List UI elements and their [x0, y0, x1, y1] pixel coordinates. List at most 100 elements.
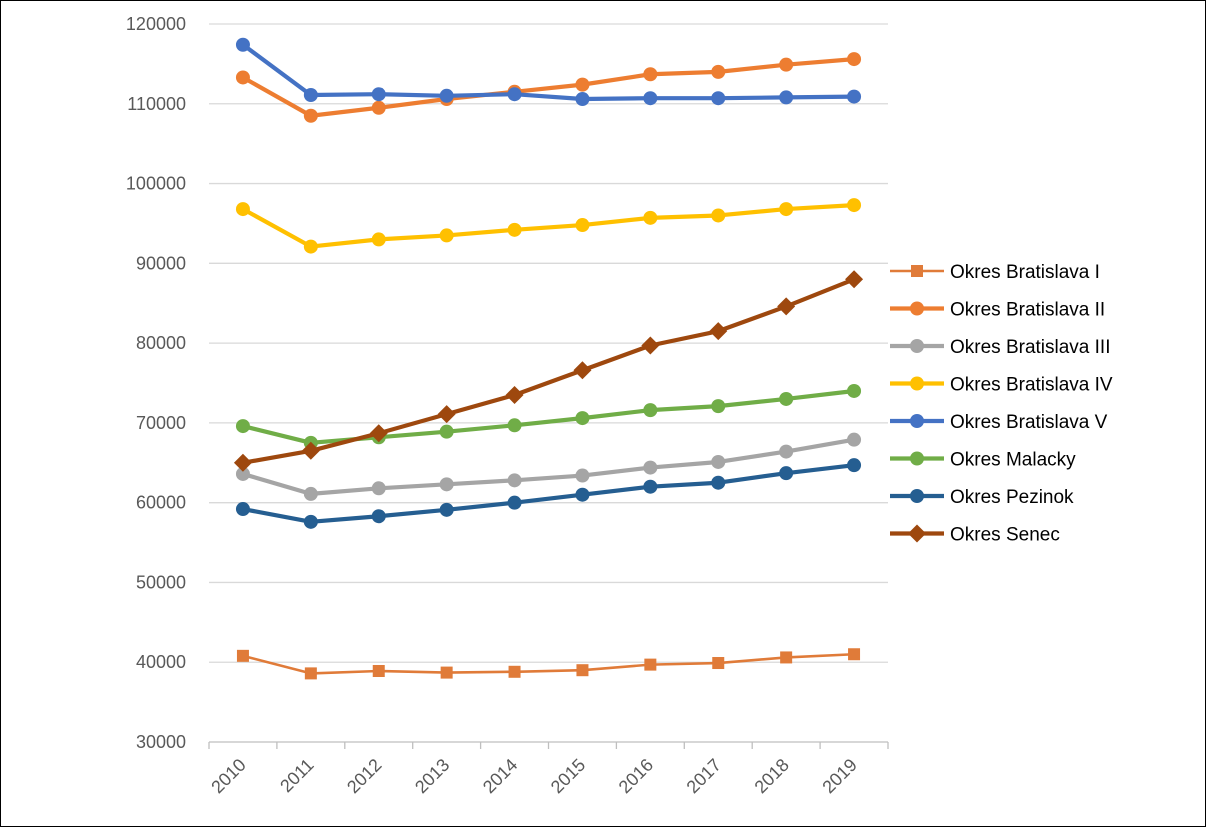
data-point [575, 218, 590, 233]
data-point [507, 222, 522, 237]
y-tick-label: 40000 [136, 652, 186, 672]
legend-label: Okres Bratislava I [950, 262, 1100, 283]
y-tick-label: 30000 [136, 732, 186, 752]
x-tick-label: 2016 [615, 755, 657, 797]
legend-label: Okres Bratislava III [950, 337, 1111, 358]
legend-marker [910, 339, 924, 353]
y-tick-label: 60000 [136, 493, 186, 513]
legend-label: Okres Malacky [950, 450, 1076, 471]
legend: Okres Bratislava I Okres Bratislava II Okr… [890, 262, 1113, 546]
data-point [508, 665, 521, 678]
y-tick-label: 70000 [136, 413, 186, 433]
series-okres-malacky [235, 383, 862, 450]
data-point [711, 208, 726, 223]
series-line [241, 202, 855, 249]
data-point [440, 666, 453, 679]
data-point [371, 100, 386, 115]
data-point [711, 475, 726, 490]
data-point [369, 424, 388, 443]
data-point [711, 64, 726, 79]
data-point [233, 453, 252, 472]
x-tick-label: 2017 [683, 755, 725, 797]
data-point [777, 297, 796, 316]
data-point [439, 228, 454, 243]
series-line [242, 463, 855, 524]
legend-label: Okres Senec [950, 525, 1060, 546]
data-point [303, 88, 318, 103]
data-point [709, 322, 728, 341]
y-tick-label: 100000 [126, 174, 186, 194]
data-point [507, 418, 522, 433]
data-point [303, 514, 318, 529]
data-point [779, 90, 794, 105]
x-tick-label: 2014 [479, 755, 521, 797]
data-point [576, 664, 589, 677]
data-point [573, 361, 592, 380]
data-point [236, 649, 249, 662]
data-point [439, 424, 454, 439]
data-point [439, 88, 454, 103]
legend-marker [910, 451, 924, 466]
series-line [241, 43, 855, 102]
data-point [847, 89, 862, 104]
y-tick-label: 90000 [136, 253, 186, 273]
data-point [371, 481, 386, 496]
y-tick-label: 80000 [136, 333, 186, 353]
legend-marker [910, 414, 924, 428]
data-point [575, 468, 590, 483]
data-point [779, 466, 794, 481]
data-point [848, 648, 861, 661]
series-okres-bratislava-ii [235, 52, 862, 123]
data-point [575, 487, 590, 502]
legend-entry: Okres Bratislava I [890, 262, 1100, 283]
legend-marker [910, 301, 924, 316]
data-point [439, 477, 454, 492]
data-point [303, 486, 318, 501]
data-point [643, 460, 658, 475]
data-point [711, 91, 726, 106]
series-okres-senec [233, 270, 864, 472]
data-point [439, 502, 454, 517]
data-point [301, 441, 320, 460]
data-point [235, 419, 250, 434]
data-point [507, 495, 522, 510]
series-line [242, 437, 855, 496]
x-tick-label: 2015 [547, 755, 589, 797]
data-point [303, 239, 318, 254]
legend-label: Okres Bratislava IV [950, 375, 1113, 396]
data-point [575, 77, 590, 92]
legend-marker [908, 524, 926, 543]
y-axis: 30000 40000 50000 60000 70000 80000 90000 10000… [126, 14, 186, 752]
legend-label: Okres Pezinok [950, 487, 1074, 508]
series-line [242, 652, 855, 675]
legend-marker [910, 489, 924, 503]
data-point [643, 67, 658, 82]
data-point [779, 444, 794, 459]
data-point [711, 454, 726, 469]
data-point [847, 52, 862, 67]
legend-label: Okres Bratislava V [950, 412, 1108, 433]
data-point [505, 385, 524, 404]
data-point [235, 70, 250, 85]
data-point [779, 202, 794, 217]
data-point [847, 383, 862, 398]
data-point [235, 202, 250, 217]
data-point [780, 651, 793, 664]
legend-entry: Okres Bratislava III [890, 337, 1111, 358]
gridlines [209, 23, 888, 663]
data-point [779, 57, 794, 72]
legend-entry: Okres Bratislava II [890, 300, 1105, 321]
data-point [372, 664, 385, 677]
series-line [242, 277, 855, 465]
data-point [575, 411, 590, 426]
x-tick-label: 2013 [411, 755, 453, 797]
series-okres-bratislava-iv [235, 198, 862, 254]
data-point [235, 37, 250, 52]
x-tick-label: 2010 [207, 755, 249, 797]
data-point [712, 657, 725, 670]
data-point [644, 658, 657, 671]
data-point [371, 87, 386, 102]
legend-label: Okres Bratislava II [950, 300, 1105, 321]
y-tick-label: 120000 [126, 14, 186, 34]
